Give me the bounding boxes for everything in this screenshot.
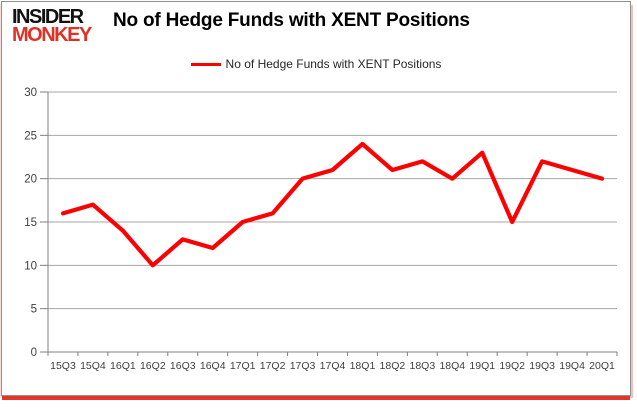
line-chart: 0 5 10 15 20 25 30 15Q3 15Q4 16Q1 16Q2 16Q3 16Q4 17Q1… — [24, 87, 618, 372]
y-axis-label: 20 — [24, 174, 37, 186]
insider-monkey-logo: INSIDER MONKEY — [12, 6, 92, 46]
x-axis-label: 16Q2 — [140, 360, 166, 372]
x-axis-label: 17Q4 — [320, 360, 346, 372]
series-line — [60, 141, 605, 268]
x-axis-label: 17Q1 — [230, 360, 256, 372]
legend: No of Hedge Funds with XENT Positions — [2, 57, 630, 71]
y-axis-label: 30 — [24, 87, 37, 99]
legend-line-swatch — [190, 62, 221, 66]
x-axis-label: 18Q4 — [439, 360, 465, 372]
x-axis-label: 15Q3 — [50, 360, 76, 372]
x-axis-label: 18Q2 — [380, 360, 406, 372]
logo-text-insider: INSIDER — [12, 6, 84, 28]
logo-text-monkey: MONKEY — [12, 23, 92, 46]
y-axis-label: 10 — [24, 260, 37, 272]
y-axis-label: 5 — [31, 304, 37, 316]
x-axis-label: 17Q3 — [290, 360, 316, 372]
x-axis-label: 19Q1 — [469, 360, 495, 372]
x-axis-label: 18Q1 — [350, 360, 376, 372]
x-axis-label: 16Q4 — [200, 360, 226, 372]
x-axis-label: 16Q1 — [110, 360, 136, 372]
x-axis-label: 17Q2 — [260, 360, 286, 372]
y-axis-label: 25 — [24, 130, 37, 142]
legend-label: No of Hedge Funds with XENT Positions — [225, 57, 442, 71]
x-axis-label: 20Q1 — [589, 360, 615, 372]
chart-title: No of Hedge Funds with XENT Positions — [113, 10, 470, 31]
x-axis-label: 19Q4 — [559, 360, 585, 372]
x-axis-label: 19Q2 — [499, 360, 525, 372]
x-axis-label: 16Q3 — [170, 360, 196, 372]
y-axis-label: 0 — [31, 347, 37, 359]
x-axis-label: 19Q3 — [529, 360, 555, 372]
x-axis-label: 18Q3 — [409, 360, 435, 372]
x-axis-label: 15Q4 — [80, 360, 106, 372]
y-axis-label: 15 — [24, 217, 37, 229]
chart-card: INSIDER MONKEY No of Hedge Funds with XE… — [1, 1, 631, 396]
